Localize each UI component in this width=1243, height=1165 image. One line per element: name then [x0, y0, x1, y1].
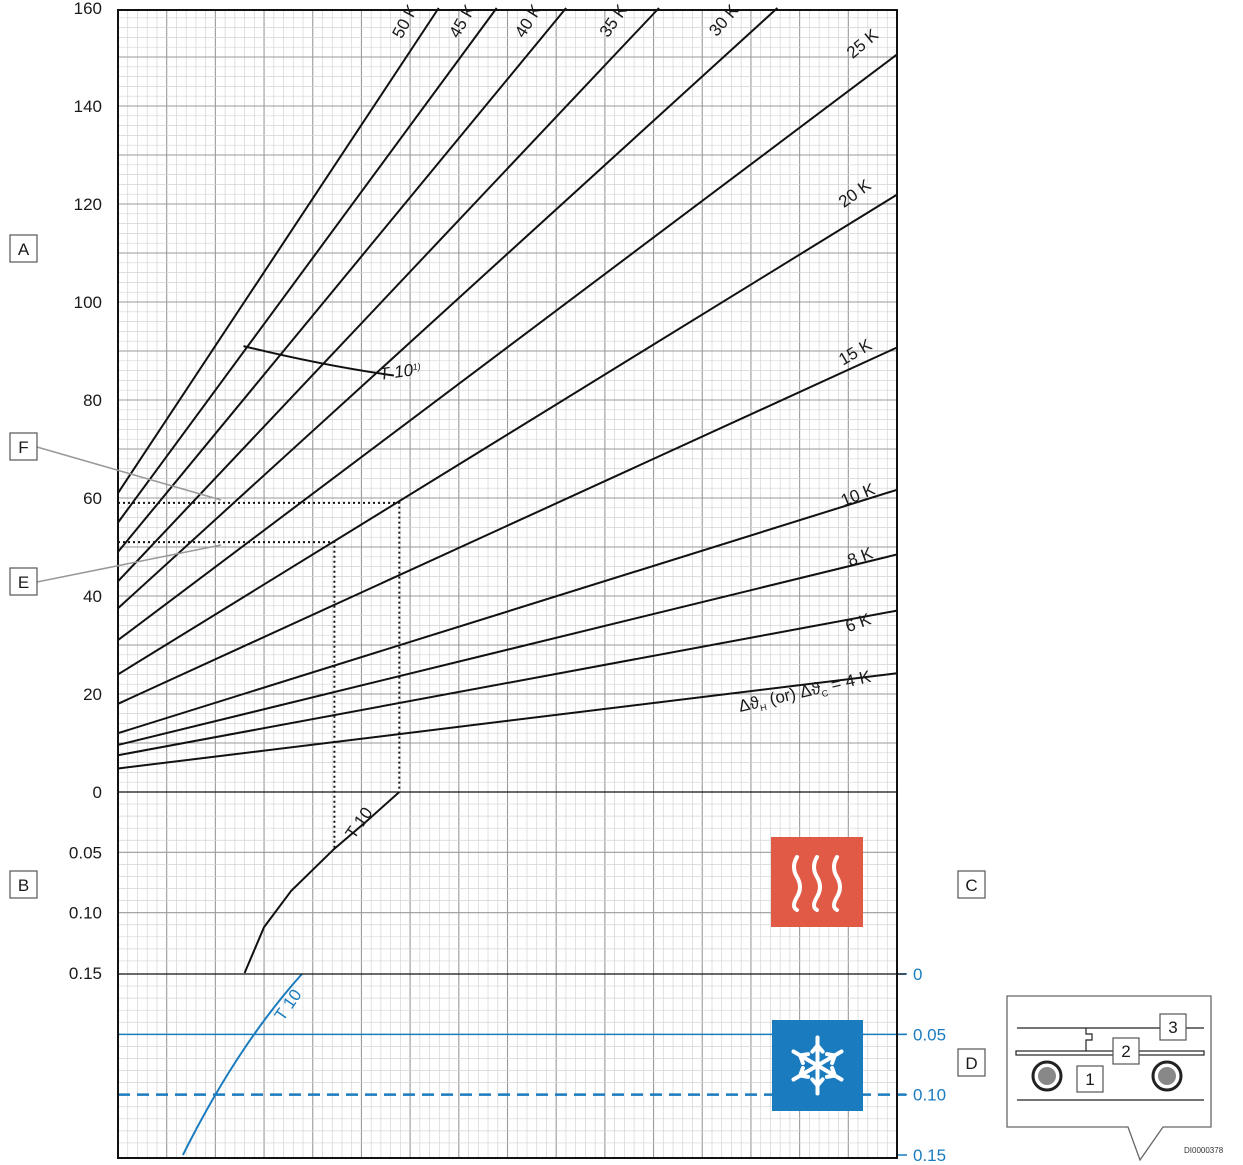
series-line-10-k [117, 488, 898, 735]
series-line-20-k [117, 193, 898, 676]
limit-curve-a-label: T 101) [378, 359, 422, 384]
plot-frame [117, 9, 906, 1159]
series-label-30k: 30 K [705, 0, 742, 40]
heating-waves-icon [771, 837, 863, 927]
panel-label-a: A [9, 234, 38, 263]
reading-line-e [118, 541, 336, 849]
series-label-35k: 35 K [596, 1, 632, 41]
series-label-15k: 15 K [835, 335, 875, 369]
series-label-45k: 45 K [445, 1, 479, 41]
y-tick-a: 40 [83, 587, 102, 606]
series-lines: ΔϑH (or) ΔϑC = 4 K6 K8 K10 K15 K20 K25 K… [117, 0, 906, 1156]
svg-text:A: A [18, 240, 30, 259]
y-tick-d: 0 [913, 965, 922, 984]
series-line-6-k [117, 609, 898, 757]
y-tick-a: 120 [74, 195, 102, 214]
series-line-40-k [117, 7, 567, 553]
panel-label-d: D [957, 1048, 986, 1077]
y-tick-a: 80 [83, 391, 102, 410]
series-line--or-4-k [117, 672, 898, 770]
panel-label-f: F [9, 432, 222, 501]
tick-labels: 160 140 120 100 80 60 40 20 0 0.05 0.10 0.15 0 0.05 0.… [69, 0, 946, 1165]
y-tick-d: 0.15 [913, 1146, 946, 1165]
plot-border [117, 9, 898, 1159]
series-line-45-k [117, 7, 498, 524]
y-tick-a: 0 [93, 783, 102, 802]
series-line-35-k [117, 7, 660, 582]
y-tick-a: 140 [74, 97, 102, 116]
panel-label-e: E [9, 544, 222, 596]
reading-line-f [118, 501, 401, 792]
y-tick-a: 160 [74, 0, 102, 18]
svg-text:E: E [18, 573, 29, 592]
y-tick-d: 0.10 [913, 1086, 946, 1105]
series-label-40k: 40 K [511, 1, 546, 41]
svg-text:D: D [965, 1054, 977, 1073]
series-line-50-k [117, 7, 440, 494]
inset-label-1: 1 [1085, 1070, 1094, 1089]
inset-code: DI0000378 [1184, 1146, 1224, 1155]
panel-label-c: C [957, 870, 986, 899]
series-line-30-k [117, 7, 779, 609]
series-line-25-k [117, 53, 898, 641]
series-line-15-k [117, 346, 898, 705]
limit-curve-b [243, 791, 400, 974]
reading-guides [118, 501, 401, 849]
inset-label-3: 3 [1168, 1018, 1177, 1037]
floor-section-inset: 1 2 3 DI0000378 [1006, 995, 1224, 1162]
series-label-50k: 50 K [389, 1, 423, 41]
series-label-20k: 20 K [835, 175, 875, 211]
svg-text:F: F [18, 438, 28, 457]
snowflake-icon [772, 1020, 863, 1111]
panel-label-b: B [9, 870, 38, 899]
y-tick-d: 0.05 [913, 1025, 946, 1044]
y-tick-b: 0.05 [69, 843, 102, 862]
y-tick-a: 60 [83, 489, 102, 508]
svg-text:B: B [18, 876, 29, 895]
limit-curve-a [243, 345, 395, 377]
series-label-6k: 6 K [843, 609, 874, 636]
limit-curve-d [182, 973, 303, 1156]
limit-curve-d-label: T 10 [271, 986, 306, 1025]
svg-text:C: C [965, 876, 977, 895]
inset-label-2: 2 [1121, 1042, 1130, 1061]
grid-lines [118, 10, 897, 1158]
y-tick-a: 100 [74, 293, 102, 312]
series-line-8-k [117, 553, 898, 746]
y-tick-a: 20 [83, 685, 102, 704]
pipe-right [1151, 1060, 1183, 1092]
pipe-left [1031, 1060, 1063, 1092]
y-tick-b: 0.15 [69, 964, 102, 983]
y-tick-b: 0.10 [69, 904, 102, 923]
